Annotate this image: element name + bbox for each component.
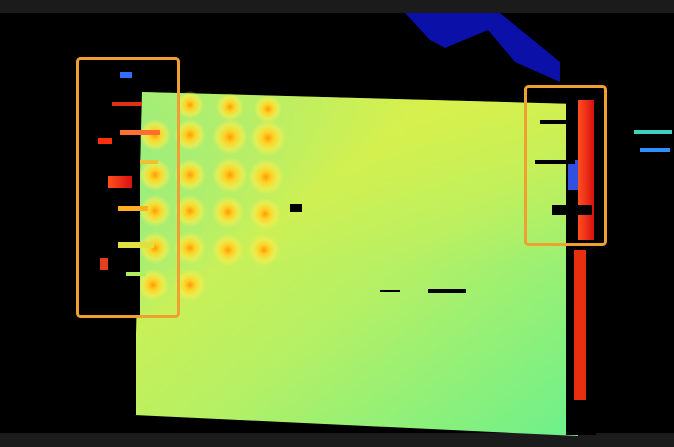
streak — [568, 160, 578, 190]
streak — [98, 138, 112, 144]
spot — [137, 269, 169, 301]
spot — [174, 119, 206, 151]
shadow — [100, 95, 140, 315]
left-edge-noise — [98, 72, 160, 415]
streak — [126, 272, 146, 276]
spot — [212, 119, 248, 155]
streak — [140, 160, 158, 164]
streak — [578, 100, 594, 240]
spot — [174, 269, 206, 301]
hole — [428, 289, 466, 293]
streak — [112, 102, 142, 106]
streak — [118, 242, 154, 248]
spot — [248, 159, 284, 195]
spot — [174, 232, 206, 264]
spot — [139, 159, 171, 191]
streak — [108, 176, 132, 188]
right-edge-noise — [535, 95, 672, 435]
streak — [634, 130, 672, 134]
spot — [176, 91, 204, 119]
streak — [120, 72, 132, 78]
streak — [640, 148, 670, 152]
far-region — [405, 13, 560, 82]
spot — [248, 234, 280, 266]
spot — [250, 120, 286, 156]
hole — [290, 204, 302, 212]
spot — [139, 232, 171, 264]
spot — [174, 159, 206, 191]
streak — [118, 206, 148, 211]
shadow — [540, 120, 578, 124]
highlight-box — [524, 85, 607, 246]
spot — [139, 195, 171, 227]
spot — [254, 95, 282, 123]
shadow — [535, 160, 575, 164]
spot — [174, 195, 206, 227]
shadow — [128, 320, 136, 415]
holes — [290, 204, 466, 293]
streak — [574, 250, 586, 400]
highlight-box — [76, 57, 180, 318]
shadow — [552, 205, 592, 215]
spot — [249, 198, 281, 230]
spot — [212, 196, 244, 228]
streak — [100, 258, 108, 270]
spot — [212, 157, 248, 193]
streak — [120, 130, 160, 135]
spot — [216, 93, 244, 121]
hole — [380, 290, 400, 292]
spot — [212, 234, 244, 266]
spots — [137, 91, 286, 301]
